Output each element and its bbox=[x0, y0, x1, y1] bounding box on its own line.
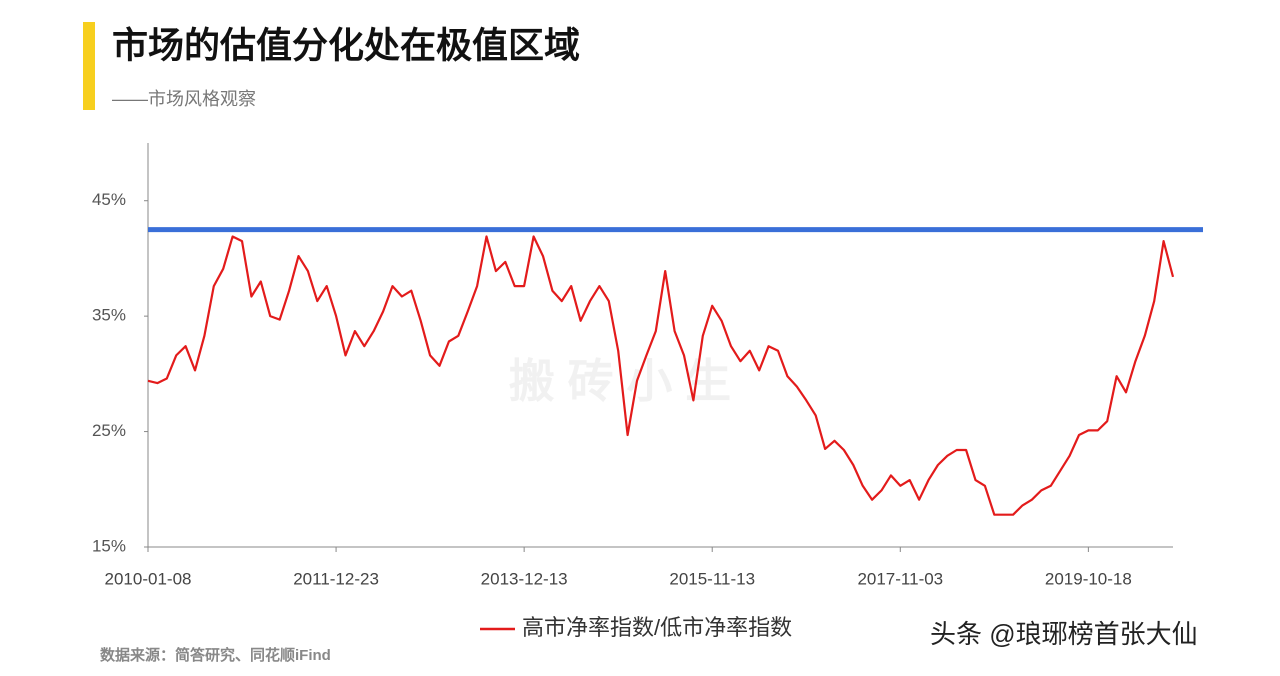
x-tick-label: 2017-11-03 bbox=[857, 569, 943, 588]
x-tick-label: 2015-11-13 bbox=[669, 569, 755, 588]
x-tick-label: 2019-10-18 bbox=[1045, 569, 1132, 588]
source: 数据来源：简答研究、同花顺iFind bbox=[100, 646, 331, 664]
plot: 15% 25% 35% 45% 2010-01-08 2011-12-23 2013-12-… bbox=[92, 143, 1203, 640]
title: 市场的估值分化处在极值区域 bbox=[112, 25, 580, 66]
x-tick-label: 2010-01-08 bbox=[105, 569, 192, 588]
credit: 头条 @琅琊榜首张大仙 bbox=[930, 619, 1198, 649]
x-tick-label: 2011-12-23 bbox=[293, 569, 379, 588]
series-line bbox=[147, 235, 1175, 516]
y-tick-label: 15% bbox=[92, 536, 126, 555]
x-tick-label: 2013-12-13 bbox=[481, 569, 568, 588]
legend-label: 高市净率指数/低市净率指数 bbox=[522, 615, 792, 640]
y-tick-label: 35% bbox=[92, 306, 126, 325]
y-tick-label: 45% bbox=[92, 190, 126, 209]
accent-bar bbox=[83, 22, 95, 110]
y-tick-label: 25% bbox=[92, 421, 126, 440]
subtitle: ——市场风格观察 bbox=[112, 89, 256, 109]
